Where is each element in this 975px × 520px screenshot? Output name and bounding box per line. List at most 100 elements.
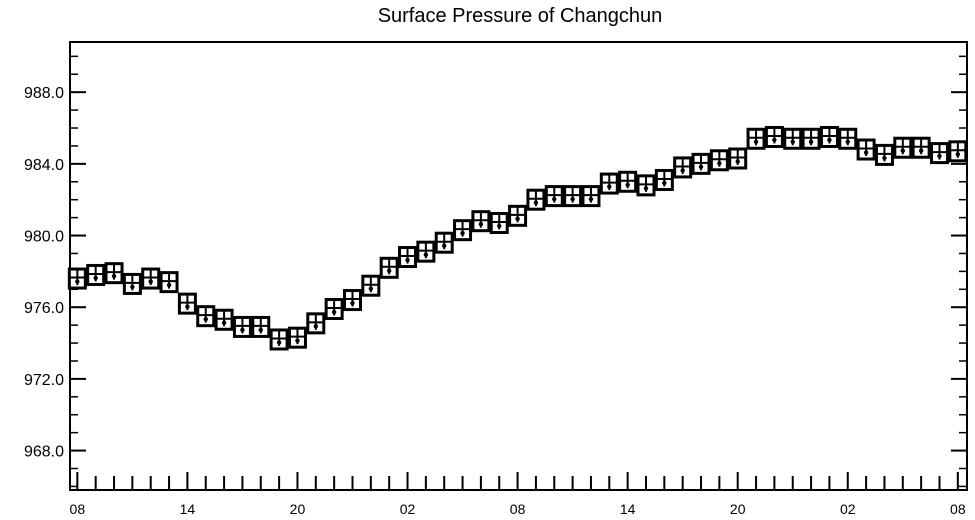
y-tick-label: 988.0	[24, 85, 64, 102]
data-point	[691, 152, 711, 175]
data-point-dot	[185, 304, 190, 309]
data-point	[434, 231, 454, 254]
data-point-dot	[662, 180, 667, 186]
data-point	[618, 170, 638, 193]
data-point	[104, 262, 124, 285]
data-point-dot	[130, 284, 135, 290]
x-tick-label: 08	[510, 501, 526, 517]
y-tick-label: 976.0	[24, 300, 64, 317]
data-marks	[67, 125, 968, 351]
data-point	[361, 274, 381, 297]
data-point	[544, 185, 564, 208]
data-point-dot	[276, 340, 282, 345]
y-tick-label: 972.0	[24, 372, 64, 389]
data-point-dot	[515, 216, 520, 222]
data-point	[838, 127, 858, 150]
data-point-dot	[625, 182, 630, 187]
data-point	[306, 312, 326, 335]
data-point-dot	[918, 148, 924, 153]
data-point-dot	[863, 150, 869, 155]
data-point-dot	[93, 275, 98, 281]
data-point	[508, 204, 528, 227]
data-point-dot	[753, 139, 759, 144]
data-point-dot	[937, 153, 942, 159]
data-point-dot	[331, 309, 337, 315]
data-point	[783, 127, 803, 150]
data-point	[416, 240, 436, 263]
x-tick-label: 02	[840, 501, 856, 517]
data-point-dot	[827, 137, 832, 143]
data-point-dot	[497, 223, 502, 229]
data-point-dot	[386, 268, 392, 273]
x-tick-label: 08	[950, 501, 966, 517]
data-point-dot	[845, 139, 850, 144]
data-point	[489, 211, 509, 234]
data-point	[398, 246, 418, 269]
data-point-dot	[772, 137, 777, 143]
data-point	[654, 168, 674, 191]
x-tick-label: 14	[620, 501, 636, 517]
data-point	[159, 271, 179, 294]
data-point	[929, 142, 949, 165]
data-point-dot	[607, 184, 612, 189]
y-tick-label: 980.0	[24, 229, 64, 246]
x-axis: 08 14 20 02 08 14 20 02 08	[70, 472, 966, 517]
data-point	[214, 308, 234, 331]
data-point	[141, 267, 161, 290]
data-point-dot	[698, 164, 704, 170]
data-point-dot	[588, 196, 594, 202]
data-point	[86, 263, 106, 286]
data-point-dot	[405, 257, 410, 263]
data-point	[874, 143, 894, 166]
data-point-dot	[900, 148, 905, 153]
data-point-dot	[368, 286, 374, 291]
data-point	[324, 298, 344, 321]
y-tick-label: 968.0	[24, 444, 64, 461]
data-point	[581, 185, 601, 208]
data-point-dot	[882, 155, 887, 161]
plot-frame	[69, 41, 968, 491]
data-point-dot	[350, 300, 355, 306]
data-point	[232, 315, 252, 338]
data-point	[856, 138, 876, 161]
data-point-dot	[717, 161, 722, 166]
data-point	[269, 328, 289, 351]
data-point-dot	[808, 139, 814, 144]
data-point	[673, 156, 693, 179]
data-point	[801, 127, 821, 150]
data-point-dot	[442, 243, 447, 248]
data-point	[709, 149, 729, 172]
data-point-dot	[570, 196, 575, 202]
data-point	[746, 127, 766, 150]
data-point	[948, 140, 968, 163]
data-point-dot	[258, 327, 263, 333]
data-point	[526, 188, 546, 211]
data-point-dot	[790, 139, 795, 144]
data-point-dot	[643, 186, 649, 191]
chart-title: Surface Pressure of Changchun	[378, 5, 663, 27]
data-point	[819, 125, 839, 148]
data-point-dot	[680, 168, 685, 173]
data-point-dot	[111, 273, 117, 279]
data-point	[911, 136, 931, 159]
data-point	[342, 289, 362, 312]
data-point	[563, 185, 583, 208]
data-point	[379, 256, 399, 279]
data-point-dot	[552, 196, 557, 202]
data-point	[893, 136, 913, 159]
data-point-dot	[75, 279, 80, 284]
x-tick-label: 08	[70, 501, 86, 517]
data-point-dot	[460, 230, 465, 236]
data-point-dot	[148, 279, 153, 284]
data-point	[728, 147, 748, 170]
data-point-dot	[221, 320, 227, 325]
data-point-dot	[166, 282, 172, 288]
data-point-dot	[533, 200, 539, 205]
data-point	[636, 174, 656, 197]
x-tick-label: 20	[730, 501, 746, 517]
data-point	[177, 292, 197, 315]
x-tick-label: 02	[400, 501, 416, 517]
data-point	[453, 219, 473, 242]
